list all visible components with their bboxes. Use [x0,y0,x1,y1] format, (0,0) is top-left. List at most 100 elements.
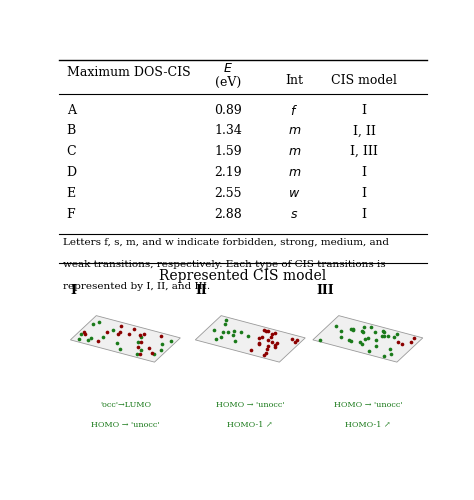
Point [373,342,380,350]
Point [221,320,228,328]
Point [76,334,83,342]
Point [115,330,122,338]
Point [87,334,95,342]
Point [136,331,144,339]
Text: HOMO → 'unocc': HOMO → 'unocc' [334,401,402,409]
Point [316,336,324,344]
Point [217,334,225,342]
Point [372,328,379,336]
Point [258,333,266,341]
Point [134,343,142,351]
Point [367,322,374,330]
Point [387,350,395,358]
Point [222,316,229,324]
Point [84,336,92,344]
Polygon shape [71,316,180,362]
Point [260,351,268,359]
Text: C: C [66,145,76,158]
Point [378,332,386,340]
Point [337,326,345,334]
Text: HOMO-1 ↗: HOMO-1 ↗ [228,421,273,429]
Point [96,318,103,326]
Text: Maximum DOS-CIS: Maximum DOS-CIS [66,66,190,79]
Point [133,350,140,358]
Text: 1.34: 1.34 [214,124,242,138]
Point [365,348,372,356]
Point [273,339,281,347]
Point [212,335,219,343]
Point [347,325,355,333]
Point [349,325,356,333]
Text: HOMO → 'unocc': HOMO → 'unocc' [91,421,160,429]
Text: $m$: $m$ [288,145,301,158]
Point [347,336,355,344]
Point [272,329,279,337]
Text: E: E [66,187,76,200]
Point [229,331,237,339]
Point [264,345,271,353]
Text: 2.19: 2.19 [214,166,242,179]
Text: A: A [66,104,75,117]
Text: Represented CIS model: Represented CIS model [159,270,327,283]
Point [263,350,270,358]
Point [148,349,155,357]
Point [126,330,133,338]
Text: 0.89: 0.89 [214,104,242,117]
Point [267,333,274,341]
Point [167,337,175,345]
Point [255,334,263,342]
Point [134,338,141,346]
Text: 2.55: 2.55 [214,187,242,200]
Point [109,326,117,334]
Point [384,332,392,340]
Text: $E$: $E$ [223,62,233,75]
Point [332,322,340,330]
Point [244,332,252,340]
Point [391,332,398,340]
Point [380,328,388,336]
Text: 'occ'→LUMO: 'occ'→LUMO [100,401,151,409]
Text: I, III: I, III [350,145,378,158]
Point [293,336,301,344]
Point [231,338,238,345]
Text: represented by I, II, and III.: represented by I, II, and III. [63,282,210,291]
Point [255,340,263,348]
Point [349,326,356,334]
Point [291,338,299,346]
Point [264,342,272,350]
Point [264,327,272,335]
Point [364,334,371,342]
Point [77,330,85,338]
Text: I: I [70,284,76,297]
Point [264,336,272,344]
Point [81,330,89,338]
Point [360,324,367,332]
Point [137,333,145,341]
Text: $m$: $m$ [288,124,301,138]
Point [94,337,101,345]
Point [272,342,279,350]
Polygon shape [195,316,305,362]
Point [373,336,380,344]
Polygon shape [313,316,423,362]
Point [268,330,276,338]
Point [113,340,120,347]
Text: $m$: $m$ [288,166,301,179]
Point [380,326,387,334]
Text: Letters f, s, m, and w indicate forbidden, strong, medium, and: Letters f, s, m, and w indicate forbidde… [63,238,389,248]
Point [381,352,388,360]
Point [346,336,353,344]
Point [272,342,279,349]
Point [356,338,364,345]
Text: F: F [66,208,75,220]
Point [150,350,157,358]
Text: $f$: $f$ [291,104,298,118]
Text: D: D [66,166,77,179]
Point [337,332,345,340]
Point [288,335,295,343]
Text: I: I [362,166,367,179]
Text: Int: Int [285,74,303,87]
Point [158,340,166,347]
Text: I: I [362,208,367,220]
Point [224,328,232,336]
